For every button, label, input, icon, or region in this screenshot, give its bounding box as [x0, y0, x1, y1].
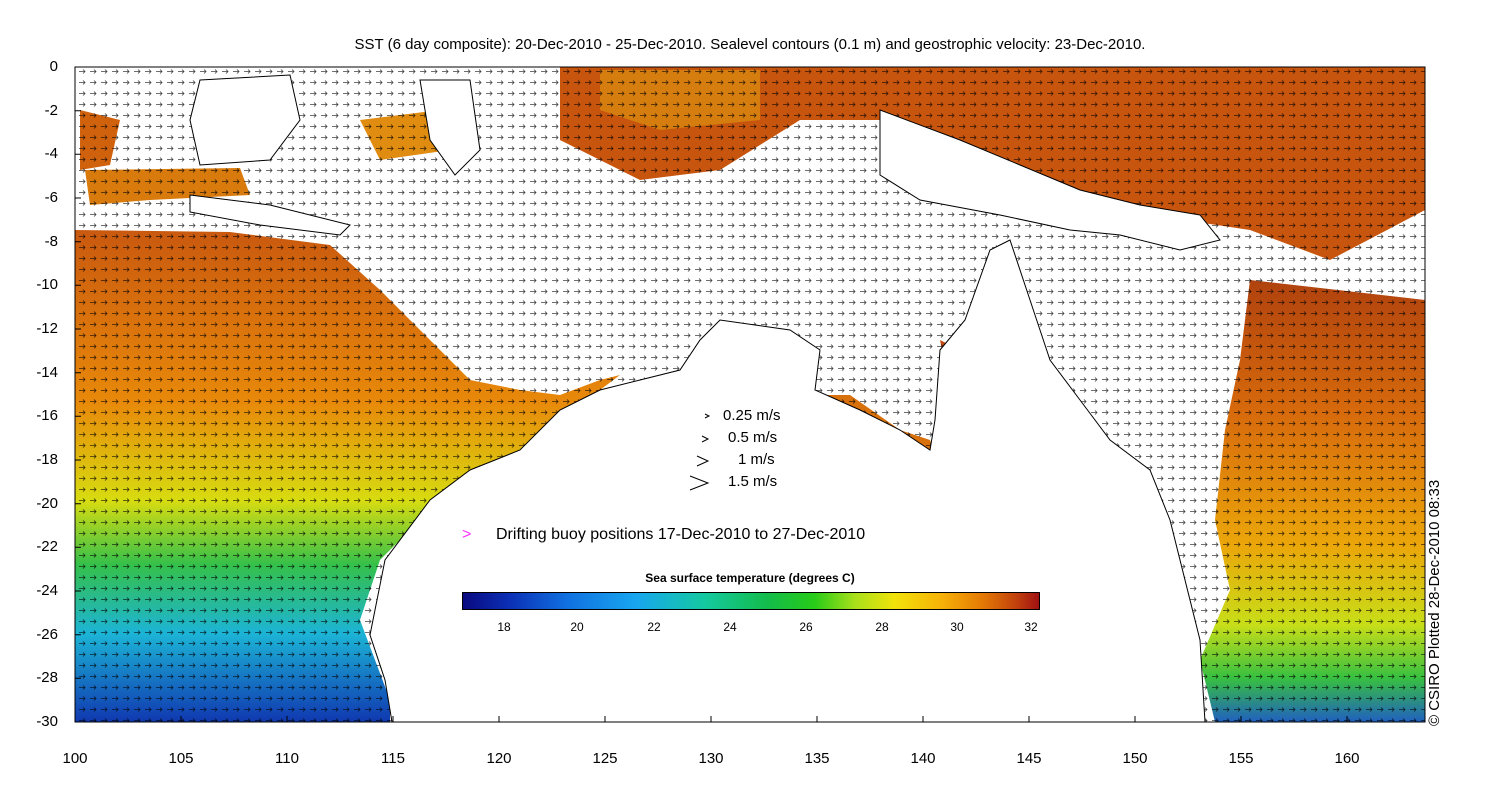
y-tick-label: 0 [49, 58, 58, 75]
y-tick-label: -18 [36, 451, 58, 468]
y-tick-label: -22 [36, 538, 58, 555]
x-tick-label: 105 [168, 750, 194, 767]
x-tick-label: 145 [1016, 750, 1042, 767]
x-tick-label: 100 [62, 750, 88, 767]
x-tick-label: 155 [1228, 750, 1254, 767]
colorbar-tick-label: 32 [1024, 620, 1038, 634]
colorbar-tick-label: 20 [570, 620, 584, 634]
y-tick-label: -2 [44, 102, 58, 119]
y-tick-label: -6 [44, 189, 58, 206]
velocity-legend-arrows [689, 413, 711, 491]
map-title: SST (6 day composite): 20-Dec-2010 - 25-… [354, 36, 1146, 53]
colorbar-tick-label: 18 [497, 620, 511, 634]
borneo-land [189, 74, 301, 166]
csiro-credit: © CSIRO Plotted 28-Dec-2010 08:33 [1426, 479, 1443, 726]
y-tick-label: -14 [36, 364, 58, 381]
x-tick-label: 135 [804, 750, 830, 767]
x-tick-label: 150 [1122, 750, 1148, 767]
colorbar-tick-label: 24 [723, 620, 737, 634]
y-tick-label: -16 [36, 407, 58, 424]
y-tick-label: -10 [36, 276, 58, 293]
buoy-marker-icon: > [462, 526, 472, 543]
colorbar-title: Sea surface temperature (degrees C) [645, 571, 855, 585]
velocity-legend-label: 0.5 m/s [728, 429, 778, 446]
java-land [189, 194, 351, 236]
sulawesi-land [419, 79, 481, 176]
new-guinea-land [879, 109, 1221, 251]
y-tick-label: -8 [44, 233, 58, 250]
x-tick-label: 120 [486, 750, 512, 767]
colorbar-tick-label: 28 [875, 620, 889, 634]
map-frame [74, 66, 1426, 723]
x-tick-label: 160 [1334, 750, 1360, 767]
y-tick-label: -12 [36, 320, 58, 337]
y-tick-label: -30 [36, 713, 58, 730]
y-tick-label: -28 [36, 669, 58, 686]
y-tick-label: -26 [36, 626, 58, 643]
colorbar-tick-label: 26 [799, 620, 813, 634]
x-tick-label: 140 [910, 750, 936, 767]
x-tick-label: 130 [698, 750, 724, 767]
colorbar-tick-label: 30 [950, 620, 964, 634]
y-tick-label: -20 [36, 495, 58, 512]
buoy-legend-label: Drifting buoy positions 17-Dec-2010 to 2… [496, 526, 866, 543]
velocity-legend-label: 1.5 m/s [728, 473, 778, 490]
colorbar-tick-label: 22 [647, 620, 661, 634]
x-tick-label: 125 [592, 750, 618, 767]
axis-ticks [75, 66, 1348, 722]
y-tick-label: -4 [44, 145, 58, 162]
x-tick-label: 115 [381, 750, 405, 767]
velocity-legend-label: 1 m/s [738, 451, 775, 468]
velocity-legend-label: 0.25 m/s [723, 407, 781, 424]
colorbar [462, 592, 1040, 610]
x-tick-label: 110 [275, 750, 299, 767]
y-tick-label: -24 [36, 582, 58, 599]
